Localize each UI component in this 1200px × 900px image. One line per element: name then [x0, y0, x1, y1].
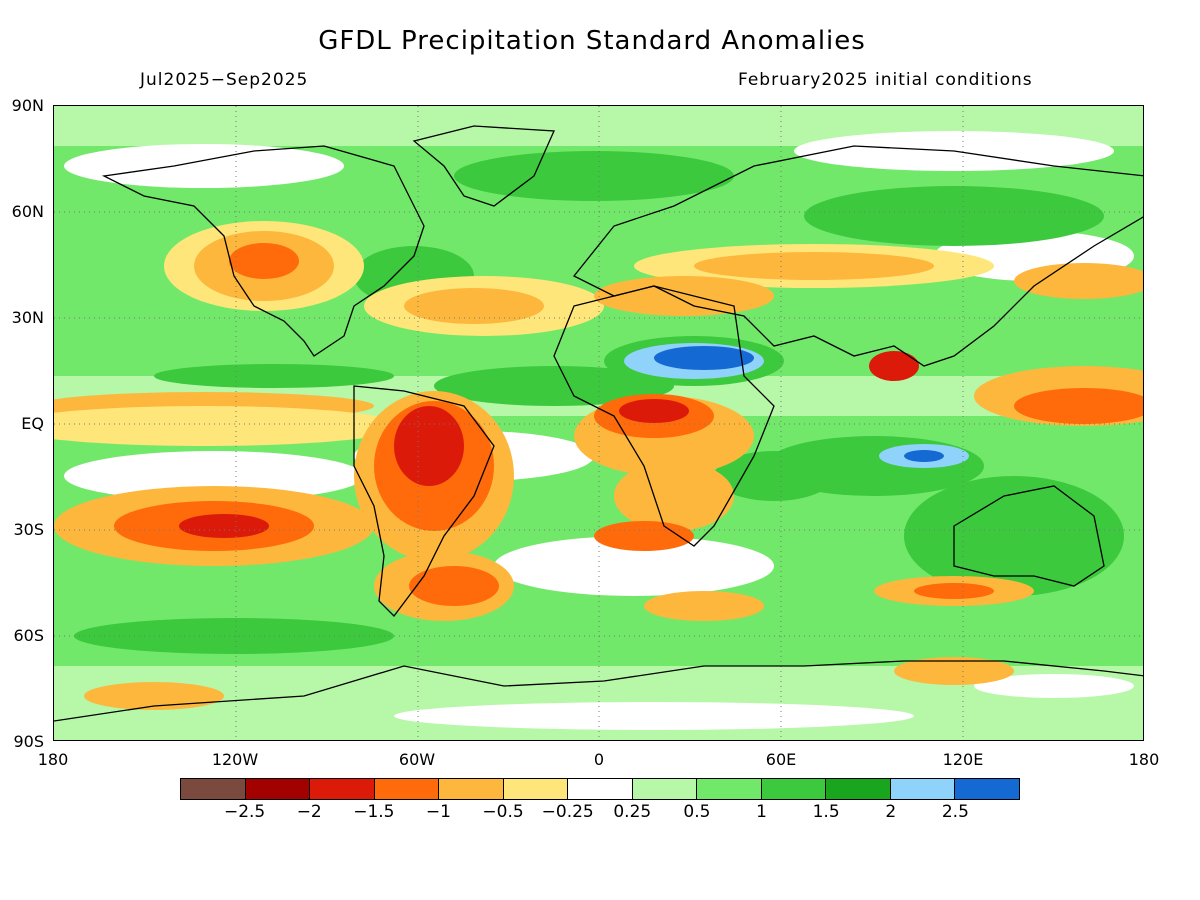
colorbar-label-11: 2.5	[941, 802, 969, 822]
forecast-period: Jul2025−Sep2025	[140, 70, 309, 90]
colorbar-label-9: 1.5	[812, 802, 840, 822]
lon-label-60w: 60W	[398, 750, 436, 769]
antarctica-coast	[54, 660, 1143, 722]
greenland-coast	[412, 125, 555, 207]
lat-label-30n: 30N	[11, 308, 44, 327]
colorbar-box-3	[374, 779, 440, 799]
lat-label-60n: 60N	[11, 202, 44, 221]
lon-label-180e: 180	[1128, 750, 1160, 769]
graticule	[54, 106, 1143, 740]
colorbar-box-11	[890, 779, 956, 799]
africa-coast	[553, 285, 775, 547]
initial-conditions: February2025 initial conditions	[738, 70, 1033, 90]
lon-label-60e: 60E	[765, 750, 797, 769]
colorbar-label-0: −2.5	[223, 802, 266, 822]
colorbar-label-4: −0.5	[482, 802, 524, 822]
colorbar-box-7	[632, 779, 698, 799]
colorbar-label-2: −1.5	[353, 802, 395, 822]
coastlines	[54, 125, 1143, 722]
lat-label-90s: 90S	[13, 732, 44, 751]
lat-label-60s: 60S	[13, 626, 44, 645]
colorbar-box-12	[955, 779, 1019, 799]
colorbar-box-8	[697, 779, 762, 799]
lon-label-180w: 180	[37, 750, 69, 769]
colorbar-box-1	[245, 779, 311, 799]
colorbar-label-5: −0.25	[541, 802, 594, 822]
lat-label-90n: 90N	[11, 96, 44, 115]
colorbar-label-8: 1	[756, 802, 767, 822]
colorbar-label-6: 0.25	[613, 802, 652, 822]
colorbar-box-9	[761, 779, 827, 799]
colorbar-label-1: −2	[296, 802, 322, 822]
colorbar-box-0	[181, 779, 246, 799]
eurasia-coast	[572, 145, 1143, 367]
anomaly-map-graphic	[54, 106, 1143, 740]
colorbar-box-10	[826, 779, 891, 799]
colorbar-label-7: 0.5	[683, 802, 711, 822]
lon-label-120w: 120W	[211, 750, 259, 769]
australia-coast	[953, 485, 1105, 587]
lon-label-0: 0	[593, 750, 605, 769]
colorbar	[180, 778, 1020, 800]
chart-title: GFDL Precipitation Standard Anomalies	[318, 26, 866, 56]
colorbar-label-3: −1	[425, 802, 451, 822]
south-america-coast	[353, 385, 495, 617]
lat-label-30s: 30S	[13, 520, 44, 539]
lat-label-eq: EQ	[21, 414, 44, 433]
colorbar-label-10: 2	[885, 802, 897, 822]
colorbar-box-2	[310, 779, 375, 799]
colorbar-box-6	[568, 779, 633, 799]
north-america-coast	[101, 145, 425, 357]
anomaly-map	[53, 105, 1144, 741]
colorbar-box-5	[503, 779, 569, 799]
lon-label-120e: 120E	[942, 750, 984, 769]
colorbar-box-4	[439, 779, 504, 799]
